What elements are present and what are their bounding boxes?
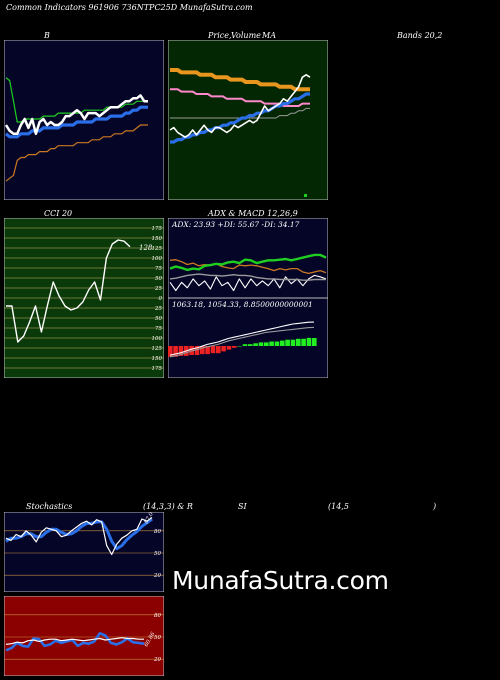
adx-minus-di-line [169,259,327,275]
cci-tick-label: 50 [155,316,162,322]
cci-value-label: 128 [139,244,153,252]
macd-histogram-bar [264,342,269,346]
price-ma-mid-line [170,88,310,107]
rsi-frame [4,596,164,676]
macd-histogram-bar [168,346,173,357]
rsi-si-label: SI [238,502,247,511]
macd-histogram-bar [269,341,274,346]
macd-histogram-bar [258,342,264,346]
macd-histogram-bar [210,346,216,354]
price-ma-long-line [170,68,310,92]
bollinger-price-line [4,94,148,136]
cci-tick-label: 150 [152,356,163,362]
macd-histogram-bar [280,340,285,346]
macd-values: 1063.18, 1054.33, 8.8500000000001 [172,300,313,309]
macd-histogram-bar [205,346,210,355]
bollinger-panel [4,40,164,200]
stoch-params-label: (14,3,3) & R [143,502,193,511]
rsi-tick-label: 20 [153,657,161,663]
cci-tick-label: 125 [152,246,163,252]
bands-label: Bands 20,2 [397,31,443,40]
macd-histogram-bar [248,344,253,346]
cci-tick-label: 25 [154,306,162,312]
rsi-params-close: ) [433,502,437,511]
cci-tick-label: 100 [152,336,163,342]
cci-tick-label: 100 [152,256,163,262]
volume-bar [304,194,307,197]
macd-histogram-bar [253,343,258,346]
adx-plus-di-line [169,253,327,272]
bollinger-lower-line [5,124,148,182]
price-ma-short-line [170,92,310,144]
cci-tick-label: 125 [152,346,163,352]
cci-tick-label: 75 [155,326,162,332]
rsi-params-label: (14,5 [328,502,349,511]
macd-histogram-bar [296,338,301,346]
cci-tick-label: 75 [155,266,162,272]
macd-histogram-bar [226,346,232,350]
macd-histogram-bar [178,346,184,356]
cci-panel: 175 150 125 100 75 50 25 0 25 50 75 100 125 150 175 128 [4,218,164,378]
stoch-tick-label: 50 [154,551,161,557]
page-title: Common Indicators 961906 736NTPC25D Muna… [6,3,253,12]
macd-histogram-bar [216,346,221,354]
adx-macd-label: ADX & MACD 12,26,9 [208,209,298,218]
macd-signal-line [169,326,315,358]
macd-histogram-bar [232,346,237,348]
bollinger-label-left: B [44,31,50,40]
stoch-k-line [5,517,153,556]
macd-macd-line [169,321,315,356]
cci-tick-label: 0 [159,296,163,302]
price-label: Price, [208,31,232,40]
ma-label: MA [262,31,276,40]
stoch-tick-label: 20 [153,573,161,579]
bollinger-upper-line [5,77,148,123]
cci-tick-label: 25 [154,286,162,292]
cci-tick-label: 175 [152,366,163,372]
rsi-mfi-line [5,631,145,652]
macd-histogram-bar [290,339,296,346]
macd-histogram-bar [285,339,290,346]
macd-histogram-bar [200,346,205,355]
cci-tick-label: 50 [155,276,162,282]
price-ma-frame [168,40,328,200]
rsi-line [5,637,144,645]
macd-histogram-bar [242,344,248,346]
watermark: MunafaSutra.com [172,566,389,595]
adx-values: ADX: 23.93 +DI: 55.67 -DI: 34.17 [171,220,300,229]
rsi-tick-label: 50 [154,635,161,641]
macd-histogram-bar [312,338,317,346]
macd-histogram-bar [301,338,306,346]
stoch-label: Stochastics [26,502,73,511]
adx-adx-line [169,273,326,281]
price-price-line [169,73,311,138]
cci-label: CCI 20 [44,209,73,218]
macd-frame [168,297,328,378]
cci-tick-label: 150 [152,236,163,242]
macd-histogram-bar [194,346,200,355]
rsi-tick-label: 80 [154,613,161,619]
cci-line [6,239,131,343]
macd-histogram-bar [221,346,226,352]
macd-histogram-bar [173,346,178,357]
price-ma-panel [168,40,328,200]
macd-histogram-bar [274,341,280,346]
cci-tick-label: 175 [152,226,163,232]
macd-histogram-bar [306,337,312,346]
adx-macd-panel: ADX: 23.93 +DI: 55.67 -DI: 34.17 1063.18… [168,218,328,378]
macd-histogram-bar [237,346,242,347]
bollinger-middle-line [4,105,148,139]
adx-macd-osc-line [169,274,327,292]
stoch-tick-label: 80 [154,529,161,535]
volume-label: Volume [231,31,261,40]
